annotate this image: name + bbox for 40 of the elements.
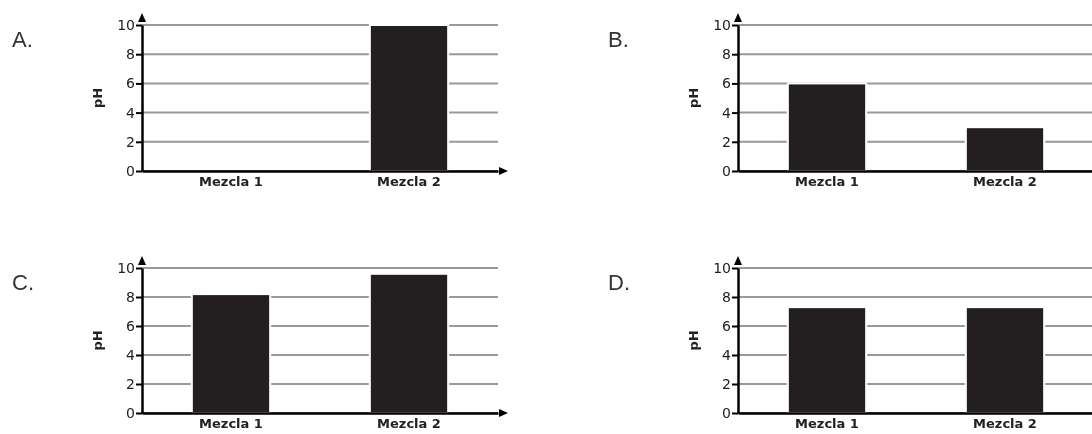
y-tick-label: 8 — [722, 288, 731, 305]
chart-title: B. — [608, 27, 629, 52]
y-tick-label: 10 — [713, 259, 731, 276]
y-axis-title: pH — [90, 87, 105, 109]
y-tick-label: 2 — [722, 375, 731, 392]
y-tick-label: 2 — [126, 375, 135, 392]
y-axis-title: pH — [686, 330, 701, 351]
y-tick-label: 4 — [126, 346, 136, 363]
y-axis-title: pH — [90, 330, 105, 351]
y-tick-label: 4 — [126, 104, 136, 121]
y-tick-label: 10 — [117, 259, 135, 276]
x-tick-label: Mezcla 1 — [199, 174, 263, 190]
y-tick-label: 10 — [117, 16, 135, 33]
x-tick-label: Mezcla 1 — [199, 416, 263, 432]
y-tick-label: 2 — [126, 133, 135, 150]
y-tick-label: 8 — [722, 46, 731, 63]
y-tick-label: 6 — [722, 317, 732, 334]
chart-title: D. — [608, 270, 630, 295]
x-tick-label: Mezcla 2 — [377, 174, 441, 190]
y-tick-label: 10 — [713, 16, 731, 33]
y-tick-label: 8 — [126, 46, 135, 63]
y-tick-label: 0 — [126, 162, 135, 179]
y-tick-label: 8 — [126, 288, 135, 305]
chart-title: A. — [12, 27, 33, 52]
y-tick-label: 0 — [722, 404, 731, 421]
x-tick-label: Mezcla 2 — [377, 416, 441, 432]
y-tick-label: 4 — [722, 346, 732, 363]
x-tick-label: Mezcla 2 — [973, 416, 1037, 432]
x-tick-label: Mezcla 2 — [973, 174, 1037, 190]
y-tick-label: 0 — [126, 404, 135, 421]
y-tick-label: 2 — [722, 133, 731, 150]
y-tick-label: 4 — [722, 104, 732, 121]
chart-title: C. — [12, 270, 34, 295]
y-tick-label: 6 — [722, 75, 732, 92]
x-tick-label: Mezcla 1 — [795, 174, 859, 190]
y-tick-label: 0 — [722, 162, 731, 179]
x-tick-label: Mezcla 1 — [795, 416, 859, 432]
y-tick-label: 6 — [126, 75, 136, 92]
y-axis-title: pH — [686, 87, 701, 109]
y-tick-label: 6 — [126, 317, 136, 334]
